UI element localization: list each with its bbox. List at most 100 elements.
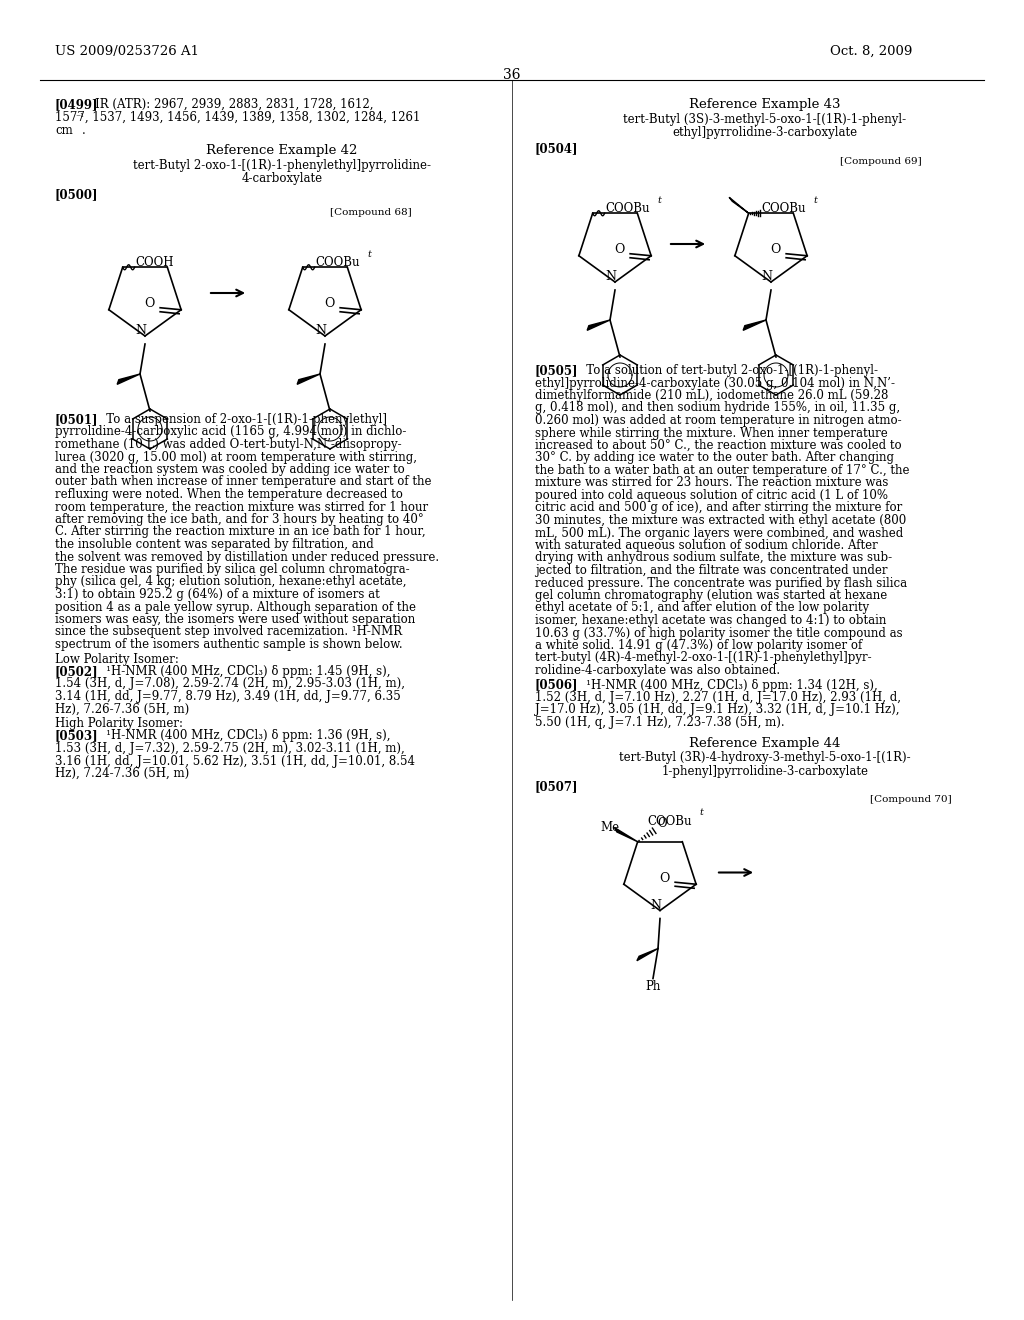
Text: the bath to a water bath at an outer temperature of 17° C., the: the bath to a water bath at an outer tem… <box>535 465 909 477</box>
Text: ethyl acetate of 5:1, and after elution of the low polarity: ethyl acetate of 5:1, and after elution … <box>535 602 869 615</box>
Text: ¹H-NMR (400 MHz, CDCl₃) δ ppm: 1.36 (9H, s),: ¹H-NMR (400 MHz, CDCl₃) δ ppm: 1.36 (9H,… <box>95 730 390 742</box>
Text: [0504]: [0504] <box>535 143 579 154</box>
Text: pyrrolidine-4-carboxylic acid (1165 g, 4.994 mol) in dichlo-: pyrrolidine-4-carboxylic acid (1165 g, 4… <box>55 425 407 438</box>
Text: N: N <box>135 325 146 338</box>
Text: room temperature, the reaction mixture was stirred for 1 hour: room temperature, the reaction mixture w… <box>55 500 428 513</box>
Text: [0502]: [0502] <box>55 665 98 678</box>
Text: Ph: Ph <box>645 979 660 993</box>
Polygon shape <box>117 374 140 384</box>
Text: isomer, hexane:ethyl acetate was changed to 4:1) to obtain: isomer, hexane:ethyl acetate was changed… <box>535 614 887 627</box>
Text: jected to filtration, and the filtrate was concentrated under: jected to filtration, and the filtrate w… <box>535 564 888 577</box>
Text: 36: 36 <box>503 69 521 82</box>
Text: t: t <box>814 197 817 205</box>
Text: 4-carboxylate: 4-carboxylate <box>242 172 323 185</box>
Polygon shape <box>729 197 749 214</box>
Text: outer bath when increase of inner temperature and start of the: outer bath when increase of inner temper… <box>55 475 431 488</box>
Text: t: t <box>699 808 703 817</box>
Text: tert-butyl (4R)-4-methyl-2-oxo-1-[(1R)-1-phenylethyl]pyr-: tert-butyl (4R)-4-methyl-2-oxo-1-[(1R)-1… <box>535 652 871 664</box>
Text: O: O <box>324 297 334 310</box>
Text: C. After stirring the reaction mixture in an ice bath for 1 hour,: C. After stirring the reaction mixture i… <box>55 525 426 539</box>
Text: Oct. 8, 2009: Oct. 8, 2009 <box>830 45 912 58</box>
Text: [0501]: [0501] <box>55 413 98 426</box>
Text: after removing the ice bath, and for 3 hours by heating to 40°: after removing the ice bath, and for 3 h… <box>55 513 424 525</box>
Text: poured into cold aqueous solution of citric acid (1 L of 10%: poured into cold aqueous solution of cit… <box>535 488 888 502</box>
Polygon shape <box>297 374 319 384</box>
Polygon shape <box>614 828 638 842</box>
Text: 1577, 1537, 1493, 1456, 1439, 1389, 1358, 1302, 1284, 1261: 1577, 1537, 1493, 1456, 1439, 1389, 1358… <box>55 111 421 124</box>
Text: mixture was stirred for 23 hours. The reaction mixture was: mixture was stirred for 23 hours. The re… <box>535 477 889 490</box>
Text: the solvent was removed by distillation under reduced pressure.: the solvent was removed by distillation … <box>55 550 439 564</box>
Text: 1.53 (3H, d, J=7.32), 2.59-2.75 (2H, m), 3.02-3.11 (1H, m),: 1.53 (3H, d, J=7.32), 2.59-2.75 (2H, m),… <box>55 742 404 755</box>
Text: a white solid. 14.91 g (47.3%) of low polarity isomer of: a white solid. 14.91 g (47.3%) of low po… <box>535 639 862 652</box>
Text: To a suspension of 2-oxo-1-[(1R)-1-phenylethyl]: To a suspension of 2-oxo-1-[(1R)-1-pheny… <box>95 413 387 426</box>
Text: ethyl]pyrrolidine-4-carboxylate (30.05 g, 0.104 mol) in N,N’-: ethyl]pyrrolidine-4-carboxylate (30.05 g… <box>535 376 895 389</box>
Text: 1.54 (3H, d, J=7.08), 2.59-2.74 (2H, m), 2.95-3.03 (1H, m),: 1.54 (3H, d, J=7.08), 2.59-2.74 (2H, m),… <box>55 677 406 690</box>
Text: N: N <box>315 325 327 338</box>
Text: Reference Example 43: Reference Example 43 <box>689 98 841 111</box>
Text: t: t <box>368 251 372 259</box>
Text: [Compound 69]: [Compound 69] <box>840 157 922 166</box>
Text: spectrum of the isomers authentic sample is shown below.: spectrum of the isomers authentic sample… <box>55 638 402 651</box>
Text: 0.260 mol) was added at room temperature in nitrogen atmo-: 0.260 mol) was added at room temperature… <box>535 414 901 426</box>
Text: Low Polarity Isomer:: Low Polarity Isomer: <box>55 652 179 665</box>
Text: .: . <box>82 124 86 137</box>
Text: O: O <box>657 817 668 830</box>
Text: romethane (10 L) was added O-tert-butyl-N,N’-diisopropy-: romethane (10 L) was added O-tert-butyl-… <box>55 438 401 451</box>
Text: ¹H-NMR (400 MHz, CDCl₃) δ ppm: 1.45 (9H, s),: ¹H-NMR (400 MHz, CDCl₃) δ ppm: 1.45 (9H,… <box>95 665 390 678</box>
Text: increased to about 50° C., the reaction mixture was cooled to: increased to about 50° C., the reaction … <box>535 440 901 451</box>
Text: phy (silica gel, 4 kg; elution solution, hexane:ethyl acetate,: phy (silica gel, 4 kg; elution solution,… <box>55 576 407 589</box>
Text: with saturated aqueous solution of sodium chloride. After: with saturated aqueous solution of sodiu… <box>535 539 878 552</box>
Text: citric acid and 500 g of ice), and after stirring the mixture for: citric acid and 500 g of ice), and after… <box>535 502 902 515</box>
Text: N: N <box>650 899 662 912</box>
Text: [0499]: [0499] <box>55 98 98 111</box>
Text: lurea (3020 g, 15.00 mol) at room temperature with stirring,: lurea (3020 g, 15.00 mol) at room temper… <box>55 450 417 463</box>
Text: rolidine-4-carboxylate was also obtained.: rolidine-4-carboxylate was also obtained… <box>535 664 780 677</box>
Text: COOBu: COOBu <box>315 256 360 269</box>
Text: dimethylformamide (210 mL), iodomethane 26.0 mL (59.28: dimethylformamide (210 mL), iodomethane … <box>535 389 889 403</box>
Text: t: t <box>657 197 662 205</box>
Text: 30° C. by adding ice water to the outer bath. After changing: 30° C. by adding ice water to the outer … <box>535 451 894 465</box>
Text: Hz), 7.24-7.36 (5H, m): Hz), 7.24-7.36 (5H, m) <box>55 767 189 780</box>
Text: reduced pressure. The concentrate was purified by flash silica: reduced pressure. The concentrate was pu… <box>535 577 907 590</box>
Text: High Polarity Isomer:: High Polarity Isomer: <box>55 717 183 730</box>
Text: O: O <box>144 297 155 310</box>
Polygon shape <box>743 319 766 330</box>
Text: O: O <box>614 243 625 256</box>
Text: 3.16 (1H, dd, J=10.01, 5.62 Hz), 3.51 (1H, dd, J=10.01, 8.54: 3.16 (1H, dd, J=10.01, 5.62 Hz), 3.51 (1… <box>55 755 415 767</box>
Text: US 2009/0253726 A1: US 2009/0253726 A1 <box>55 45 199 58</box>
Text: [0507]: [0507] <box>535 780 579 793</box>
Text: Reference Example 44: Reference Example 44 <box>689 737 841 750</box>
Text: IR (ATR): 2967, 2939, 2883, 2831, 1728, 1612,: IR (ATR): 2967, 2939, 2883, 2831, 1728, … <box>95 98 374 111</box>
Text: gel column chromatography (elution was started at hexane: gel column chromatography (elution was s… <box>535 589 887 602</box>
Text: tert-Butyl (3R)-4-hydroxy-3-methyl-5-oxo-1-[(1R)-: tert-Butyl (3R)-4-hydroxy-3-methyl-5-oxo… <box>620 751 910 764</box>
Text: The residue was purified by silica gel column chromatogra-: The residue was purified by silica gel c… <box>55 564 410 576</box>
Text: and the reaction system was cooled by adding ice water to: and the reaction system was cooled by ad… <box>55 463 404 477</box>
Text: sphere while stirring the mixture. When inner temperature: sphere while stirring the mixture. When … <box>535 426 888 440</box>
Text: isomers was easy, the isomers were used without separation: isomers was easy, the isomers were used … <box>55 612 416 626</box>
Polygon shape <box>587 319 610 330</box>
Text: since the subsequent step involved racemization. ¹H-NMR: since the subsequent step involved racem… <box>55 626 402 639</box>
Text: drying with anhydrous sodium sulfate, the mixture was sub-: drying with anhydrous sodium sulfate, th… <box>535 552 892 565</box>
Text: 1-phenyl]pyrrolidine-3-carboxylate: 1-phenyl]pyrrolidine-3-carboxylate <box>662 764 868 777</box>
Text: ⁻¹: ⁻¹ <box>75 114 84 121</box>
Text: [0503]: [0503] <box>55 730 98 742</box>
Text: O: O <box>770 243 780 256</box>
Text: [Compound 70]: [Compound 70] <box>870 796 951 804</box>
Text: [0500]: [0500] <box>55 187 98 201</box>
Polygon shape <box>637 949 658 961</box>
Text: N: N <box>605 271 616 284</box>
Text: 5.50 (1H, q, J=7.1 Hz), 7.23-7.38 (5H, m).: 5.50 (1H, q, J=7.1 Hz), 7.23-7.38 (5H, m… <box>535 715 784 729</box>
Text: tert-Butyl (3S)-3-methyl-5-oxo-1-[(1R)-1-phenyl-: tert-Butyl (3S)-3-methyl-5-oxo-1-[(1R)-1… <box>624 114 906 125</box>
Text: tert-Butyl 2-oxo-1-[(1R)-1-phenylethyl]pyrrolidine-: tert-Butyl 2-oxo-1-[(1R)-1-phenylethyl]p… <box>133 158 431 172</box>
Text: J=17.0 Hz), 3.05 (1H, dd, J=9.1 Hz), 3.32 (1H, d, J=10.1 Hz),: J=17.0 Hz), 3.05 (1H, dd, J=9.1 Hz), 3.3… <box>535 704 899 717</box>
Text: 30 minutes, the mixture was extracted with ethyl acetate (800: 30 minutes, the mixture was extracted wi… <box>535 513 906 527</box>
Text: 1.52 (3H, d, J=7.10 Hz), 2.27 (1H, d, J=17.0 Hz), 2.93 (1H, d,: 1.52 (3H, d, J=7.10 Hz), 2.27 (1H, d, J=… <box>535 690 901 704</box>
Text: the insoluble content was separated by filtration, and: the insoluble content was separated by f… <box>55 539 374 550</box>
Text: Reference Example 42: Reference Example 42 <box>206 144 357 157</box>
Text: COOBu: COOBu <box>762 202 806 215</box>
Text: [0505]: [0505] <box>535 364 579 378</box>
Text: ¹H-NMR (400 MHz, CDCl₃) δ ppm: 1.34 (12H, s),: ¹H-NMR (400 MHz, CDCl₃) δ ppm: 1.34 (12H… <box>575 678 878 692</box>
Text: [0506]: [0506] <box>535 678 579 692</box>
Text: 3:1) to obtain 925.2 g (64%) of a mixture of isomers at: 3:1) to obtain 925.2 g (64%) of a mixtur… <box>55 587 380 601</box>
Text: ethyl]pyrrolidine-3-carboxylate: ethyl]pyrrolidine-3-carboxylate <box>673 125 857 139</box>
